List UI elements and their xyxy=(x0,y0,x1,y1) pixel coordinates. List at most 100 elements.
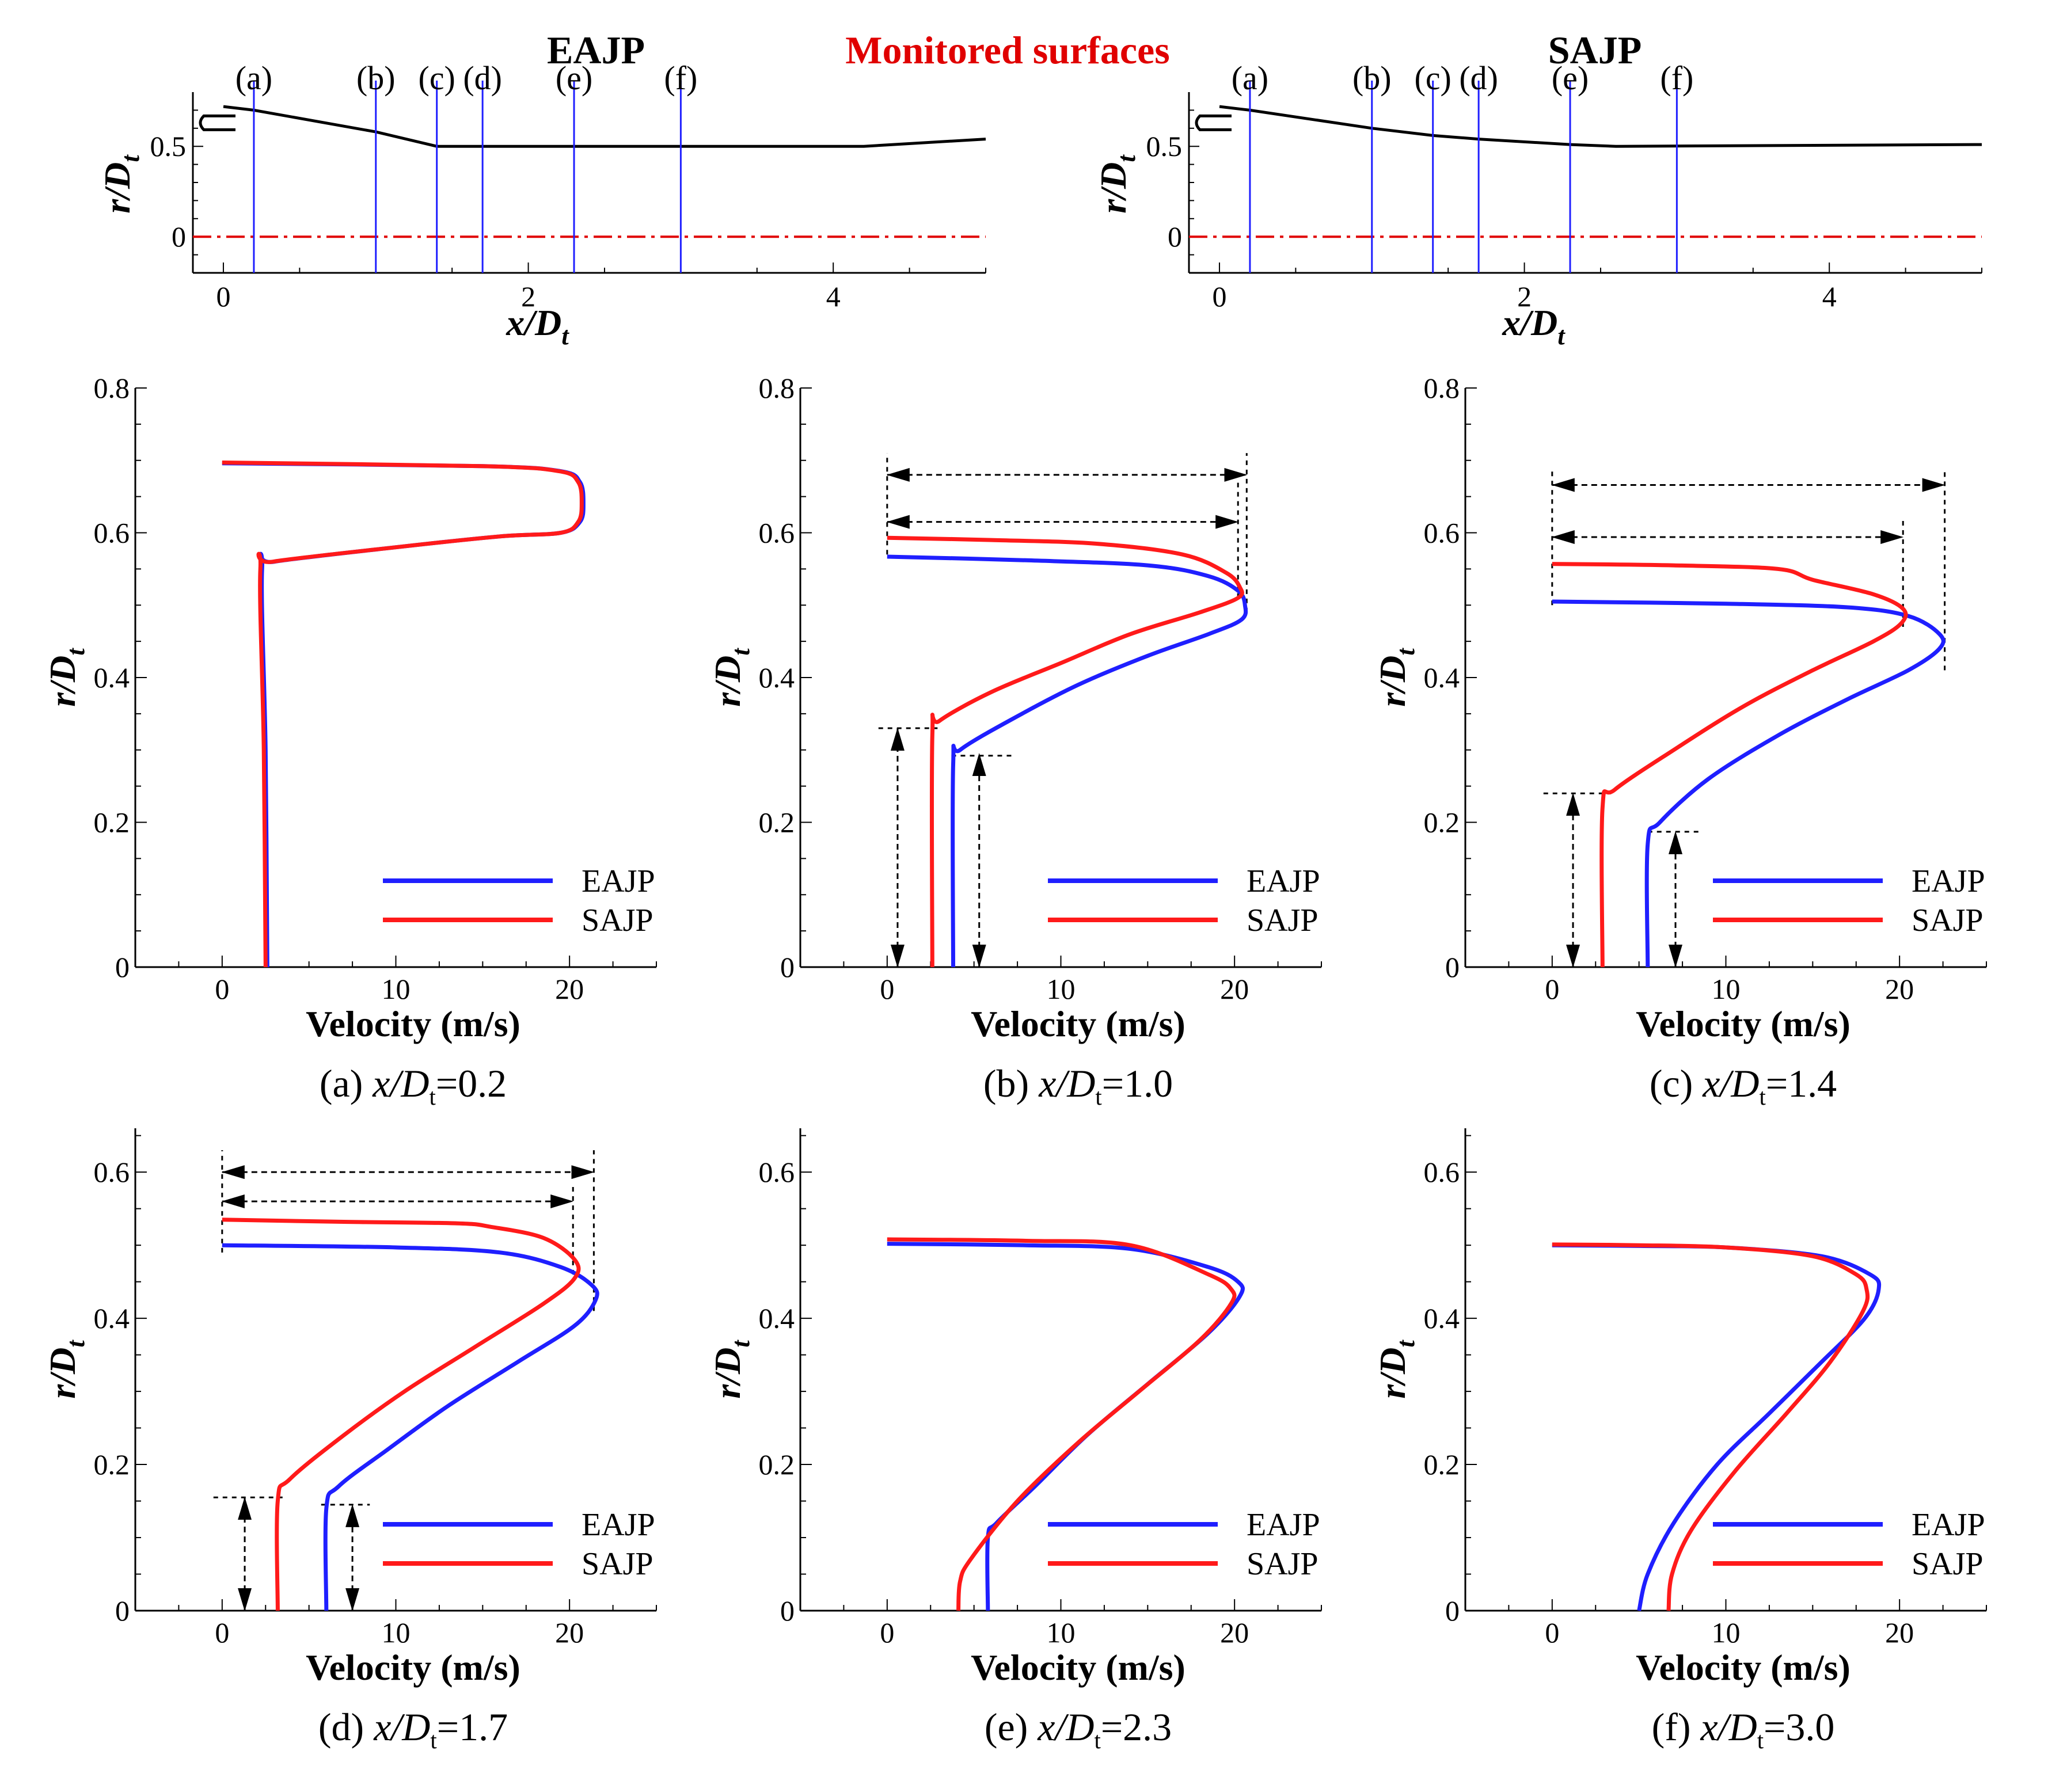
x-tick-label: 0 xyxy=(880,973,894,1005)
series-line-sajp xyxy=(222,1218,581,1611)
legend-label-eajp: EAJP xyxy=(1247,863,1320,899)
y-tick-label: 0.2 xyxy=(94,806,130,839)
legend-label-sajp: SAJP xyxy=(1912,1546,1984,1582)
y-tick-label: 0.6 xyxy=(94,517,130,549)
panel-caption: (d) x/Dt=1.7 xyxy=(318,1705,508,1753)
x-tick-label: 20 xyxy=(555,973,584,1005)
y-axis-label: r/Dt xyxy=(1093,154,1141,214)
chart-panel-e: 0 10 20 0 0.2 0.4 0.6 Velocity (m/s) r/Dt (e) x/D… xyxy=(707,1128,1322,1753)
wall-profile xyxy=(223,105,986,148)
y-tick-label: 0 xyxy=(780,951,795,983)
y-tick-label: 0.4 xyxy=(1424,1302,1460,1334)
series-line-sajp xyxy=(1552,562,1908,968)
y-tick-label: 0 xyxy=(1168,220,1182,253)
y-tick-label: 0.8 xyxy=(1424,372,1460,404)
y-tick-label: 0.4 xyxy=(759,1302,795,1334)
y-tick-label: 0 xyxy=(115,1595,130,1627)
x-tick-label: 20 xyxy=(1885,973,1914,1005)
panel-caption: (c) x/Dt=1.4 xyxy=(1650,1061,1837,1110)
y-tick-label: 0 xyxy=(172,220,186,253)
series-line-sajp xyxy=(887,1237,1237,1611)
y-axis-label: r/Dt xyxy=(42,1340,90,1399)
x-tick-label: 0 xyxy=(1212,280,1226,313)
x-tick-label: 0 xyxy=(1545,973,1559,1005)
right-heading: SAJP xyxy=(1548,28,1642,72)
y-tick-label: 0.6 xyxy=(759,517,795,549)
x-tick-label: 0 xyxy=(215,1616,229,1649)
x-tick-label: 0 xyxy=(880,1616,894,1649)
legend-label-sajp: SAJP xyxy=(1247,1546,1319,1582)
x-tick-label: 10 xyxy=(1047,973,1076,1005)
surface-label: (d) xyxy=(1459,59,1498,97)
y-tick-label: 0.2 xyxy=(94,1448,130,1481)
x-axis-label: Velocity (m/s) xyxy=(1636,1003,1851,1044)
x-tick-label: 20 xyxy=(1885,1616,1914,1649)
x-tick-label: 10 xyxy=(1712,1616,1741,1649)
y-tick-label: 0 xyxy=(1445,951,1460,983)
left-heading: EAJP xyxy=(547,28,645,72)
surface-label: (c) xyxy=(419,59,455,97)
x-tick-label: 4 xyxy=(826,280,841,313)
y-tick-label: 0.2 xyxy=(759,1448,795,1481)
series-line-sajp xyxy=(1552,1242,1870,1611)
panel-caption: (e) x/Dt=2.3 xyxy=(985,1705,1172,1753)
series-line-eajp xyxy=(222,461,586,968)
surface-label: (b) xyxy=(356,59,396,97)
y-tick-label: 0.4 xyxy=(94,1302,130,1334)
y-axis-label: r/Dt xyxy=(707,648,755,707)
series-line-eajp xyxy=(1552,599,1946,968)
panel-caption: (a) x/Dt=0.2 xyxy=(320,1061,507,1110)
legend-label-eajp: EAJP xyxy=(1247,1507,1320,1543)
legend-label-eajp: EAJP xyxy=(1912,863,1985,899)
series-line-eajp xyxy=(887,554,1248,968)
legend-label-sajp: SAJP xyxy=(1247,903,1319,938)
y-tick-label: 0.4 xyxy=(94,661,130,694)
center-heading: Monitored surfaces xyxy=(845,28,1169,72)
legend-label-eajp: EAJP xyxy=(582,863,655,899)
surface-label: (c) xyxy=(1415,59,1452,97)
y-axis-label: r/Dt xyxy=(707,1340,755,1399)
x-tick-label: 4 xyxy=(1822,280,1837,313)
y-axis-label: r/Dt xyxy=(42,648,90,707)
y-tick-label: 0.4 xyxy=(759,661,795,694)
y-axis-label: r/Dt xyxy=(1372,1340,1420,1399)
x-tick-label: 0 xyxy=(216,280,230,313)
chart-panel-d: 0 10 20 0 0.2 0.4 0.6 Velocity (m/s) r/Dt (d) x/D… xyxy=(42,1128,657,1753)
chart-panel-c: 0 10 20 0 0.2 0.4 0.6 0.8 Velocity (m/s) r/Dt (c) … xyxy=(1372,372,1987,1110)
y-tick-label: 0.6 xyxy=(1424,517,1460,549)
series-line-eajp xyxy=(1552,1243,1882,1611)
y-tick-label: 0 xyxy=(115,951,130,983)
surface-label: (a) xyxy=(235,59,272,97)
chart-panel-a: 0 10 20 0 0.2 0.4 0.6 0.8 Velocity (m/s) r/Dt (a) … xyxy=(42,372,657,1110)
y-tick-label: 0.2 xyxy=(1424,1448,1460,1481)
y-axis-label: r/Dt xyxy=(1372,648,1420,707)
x-tick-label: 10 xyxy=(1047,1616,1076,1649)
y-tick-label: 0.8 xyxy=(759,372,795,404)
legend-label-eajp: EAJP xyxy=(582,1507,655,1543)
x-axis-label: Velocity (m/s) xyxy=(971,1647,1186,1688)
x-tick-label: 10 xyxy=(1712,973,1741,1005)
x-tick-label: 2 xyxy=(521,280,535,313)
legend-label-sajp: SAJP xyxy=(582,1546,653,1582)
injector-lip xyxy=(1195,114,1232,131)
panel-caption: (f) x/Dt=3.0 xyxy=(1652,1705,1835,1753)
y-axis-label: r/Dt xyxy=(97,154,145,214)
x-axis-label: x/Dt xyxy=(1502,302,1566,350)
y-tick-label: 0.6 xyxy=(94,1156,130,1188)
surface-label: (e) xyxy=(1552,59,1589,97)
x-axis-label: x/Dt xyxy=(506,302,569,350)
x-axis-label: Velocity (m/s) xyxy=(306,1003,520,1044)
surface-label: (e) xyxy=(556,59,592,97)
y-tick-label: 0.8 xyxy=(94,372,130,404)
y-tick-label: 0.5 xyxy=(1146,130,1183,162)
legend-label-sajp: SAJP xyxy=(1912,903,1984,938)
surface-label: (a) xyxy=(1232,59,1268,97)
y-tick-label: 0.6 xyxy=(1424,1156,1460,1188)
legend-label-sajp: SAJP xyxy=(582,903,653,938)
surface-label: (d) xyxy=(463,59,502,97)
injector-lip xyxy=(199,114,235,131)
surface-label: (f) xyxy=(1660,59,1693,97)
x-tick-label: 0 xyxy=(1545,1616,1559,1649)
y-tick-label: 0.2 xyxy=(1424,806,1460,839)
